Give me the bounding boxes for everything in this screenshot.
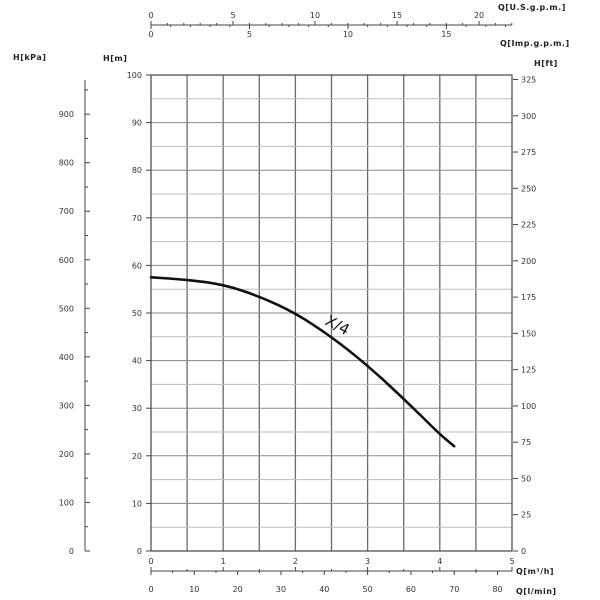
kpa-tick-label: 100 [59, 498, 74, 507]
x-tick-label: 3 [365, 557, 370, 566]
y-tick-label: 80 [132, 166, 142, 175]
tick-labels: 0102030405060708090100010020030040050060… [59, 11, 537, 594]
x-tick-label: 1 [221, 557, 226, 566]
usgpm-tick-label: 10 [310, 11, 320, 20]
kpa-tick-label: 300 [59, 401, 74, 410]
lmin-tick-label: 60 [406, 585, 416, 594]
kpa-tick-label: 0 [69, 547, 74, 556]
ft-tick-label: 325 [521, 75, 536, 84]
ft-tick-label: 100 [521, 402, 536, 411]
ft-tick-label: 300 [521, 112, 536, 121]
ft-tick-label: 250 [521, 184, 536, 193]
y-axis-label: H[m] [103, 54, 127, 63]
ft-tick-label: 75 [521, 438, 531, 447]
ft-axis-label: H[ft] [534, 59, 558, 68]
kpa-tick-label: 200 [59, 450, 74, 459]
y-tick-label: 40 [132, 357, 142, 366]
usgpm-tick-label: 15 [392, 11, 402, 20]
series-curves: X/4 [149, 276, 456, 448]
y-tick-label: 60 [132, 261, 142, 270]
ft-tick-label: 125 [521, 366, 536, 375]
kpa-tick-label: 600 [59, 256, 74, 265]
ft-tick-label: 25 [521, 511, 531, 520]
x-tick-label: 0 [148, 557, 153, 566]
ft-tick-label: 150 [521, 329, 536, 338]
y-tick-label: 90 [132, 119, 142, 128]
lmin-tick-label: 50 [363, 585, 373, 594]
x-tick-label: 2 [293, 557, 298, 566]
usgpm-tick-label: 5 [230, 11, 235, 20]
y-tick-label: 70 [132, 214, 142, 223]
lmin-tick-label: 40 [319, 585, 329, 594]
impgpm-axis-label: Q[Imp.g.p.m.] [500, 39, 570, 48]
ft-tick-label: 0 [521, 547, 526, 556]
kpa-axis-label: H[kPa] [13, 53, 46, 62]
kpa-tick-label: 400 [59, 353, 74, 362]
ft-tick-label: 275 [521, 148, 536, 157]
lmin-tick-label: 10 [189, 585, 199, 594]
lmin-tick-label: 20 [233, 585, 243, 594]
impgpm-tick-label: 0 [148, 30, 153, 39]
ft-tick-label: 225 [521, 221, 536, 230]
axis-unit-labels: H[kPa] H[m] H[ft] Q[m³/h] Q[l/min] Q[U.S.g.p.… [13, 3, 570, 596]
kpa-tick-label: 500 [59, 304, 74, 313]
y-tick-label: 100 [127, 71, 142, 80]
lmin-tick-label: 0 [148, 585, 153, 594]
y-tick-label: 0 [137, 547, 142, 556]
lmin-tick-label: 80 [492, 585, 502, 594]
ft-tick-label: 200 [521, 257, 536, 266]
usgpm-tick-label: 20 [474, 11, 484, 20]
kpa-tick-label: 700 [59, 207, 74, 216]
usgpm-tick-label: 0 [148, 11, 153, 20]
usgpm-axis-label: Q[U.S.g.p.m.] [498, 3, 566, 12]
impgpm-tick-label: 10 [343, 30, 353, 39]
x-tick-label: 4 [437, 557, 442, 566]
impgpm-tick-label: 15 [441, 30, 451, 39]
ft-tick-label: 175 [521, 293, 536, 302]
ft-tick-label: 50 [521, 474, 531, 483]
y-tick-label: 30 [132, 404, 142, 413]
chart-axes [84, 21, 518, 575]
y-tick-label: 10 [132, 499, 142, 508]
lmin-axis-label: Q[l/min] [516, 587, 557, 596]
lmin-tick-label: 30 [276, 585, 286, 594]
lmin-tick-label: 70 [449, 585, 459, 594]
x-axis-label: Q[m³/h] [516, 567, 554, 576]
series-line [149, 276, 456, 448]
kpa-tick-label: 900 [59, 110, 74, 119]
kpa-tick-label: 800 [59, 159, 74, 168]
impgpm-tick-label: 5 [247, 30, 252, 39]
y-tick-label: 20 [132, 452, 142, 461]
x-tick-label: 5 [509, 557, 514, 566]
y-tick-label: 50 [132, 309, 142, 318]
